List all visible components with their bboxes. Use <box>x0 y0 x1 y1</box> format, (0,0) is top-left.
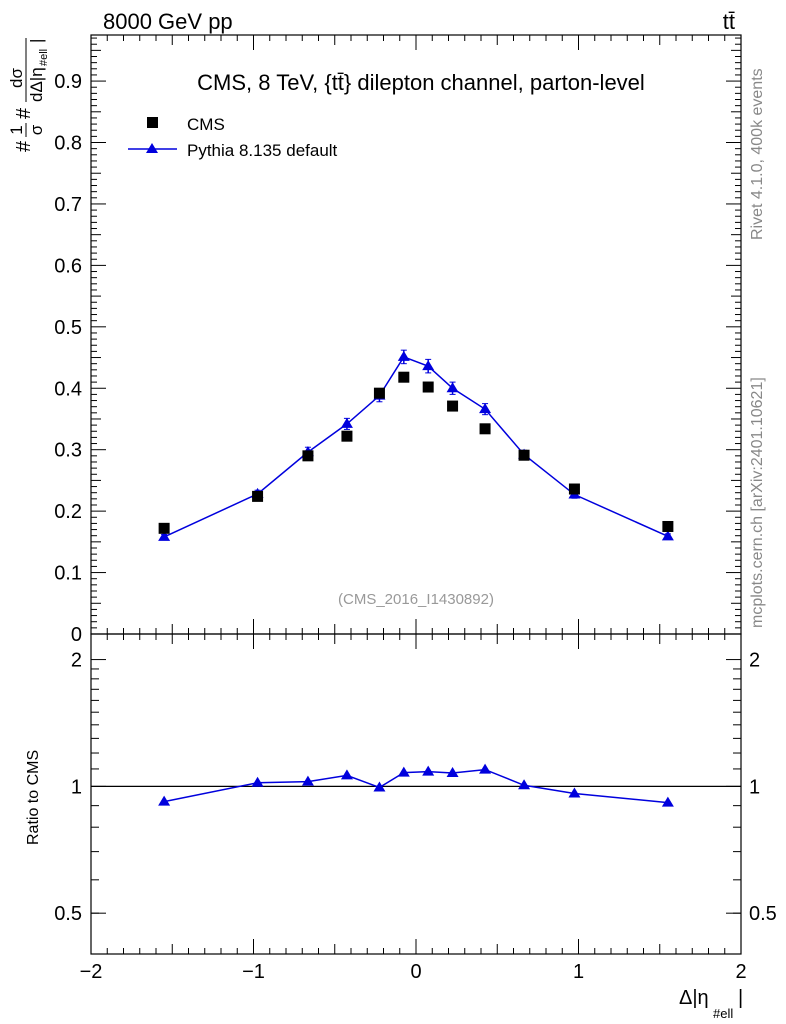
process-label: tt̄ <box>723 9 735 34</box>
ratio-data-layer <box>158 763 674 807</box>
pythia-point <box>158 530 171 541</box>
cms-point <box>662 520 674 532</box>
pythia-point <box>479 403 492 414</box>
x-label-main: Δ|η <box>679 987 709 1009</box>
ratio-y-tick-labels: 0.5 0.5 1 1 2 2 <box>54 650 777 926</box>
y-label-close: | <box>27 39 46 43</box>
cms-point <box>252 490 264 502</box>
y-tick-label: 0.9 <box>54 71 82 93</box>
x-tick-labels: −2 −1 0 1 2 <box>80 961 747 983</box>
cms-point <box>302 450 314 462</box>
ratio-point <box>518 779 531 790</box>
ratio-y-axis-label: Ratio to CMS <box>25 750 42 845</box>
ratio-point <box>446 766 459 777</box>
x-tick-label: 0 <box>410 961 421 983</box>
y-tick-label: 0.6 <box>54 255 82 277</box>
x-label-sub: #ell <box>713 1006 733 1021</box>
pythia-line <box>163 356 669 538</box>
ratio-y-tick-label: 0.5 <box>54 903 82 925</box>
pythia-point <box>340 417 353 428</box>
x-label-close: | <box>738 987 743 1009</box>
y-label-mid: # <box>13 107 35 119</box>
ratio-plot-frame <box>90 633 742 955</box>
ratio-axis-ticks <box>90 634 742 955</box>
y-label-one: 1 <box>7 125 26 134</box>
cms-point <box>568 483 580 495</box>
ratio-point <box>568 787 581 798</box>
y-tick-label: 0.8 <box>54 133 82 155</box>
y-tick-label: 0.3 <box>54 440 82 462</box>
cms-point <box>373 387 385 399</box>
pythia-point <box>422 360 435 371</box>
rivet-version-label: Rivet 4.1.0, 400k events <box>749 68 766 240</box>
main-y-tick-labels: 0 0.1 0.2 0.3 0.4 0.5 0.6 0.7 0.8 0.9 <box>54 71 82 646</box>
analysis-id-watermark: (CMS_2016_I1430892) <box>338 591 494 608</box>
cms-point <box>398 371 410 383</box>
legend-pythia-label: Pythia 8.135 default <box>187 141 338 160</box>
pythia-point <box>661 530 674 541</box>
ratio-y-tick-label-right: 0.5 <box>749 903 777 925</box>
pythia-point <box>446 382 459 393</box>
y-label-prefix: # <box>13 140 35 152</box>
x-tick-label: −2 <box>80 961 103 983</box>
cms-point <box>341 430 353 442</box>
y-tick-label: 0.1 <box>54 563 82 585</box>
main-axis-ticks <box>90 35 742 635</box>
pythia-point <box>397 350 410 361</box>
legend-cms-marker <box>147 117 158 128</box>
ratio-point <box>373 781 386 792</box>
ratio-point <box>661 796 674 807</box>
ratio-point <box>158 795 171 806</box>
main-y-axis-label: # 1 σ # dσ dΔ|η #ell | <box>7 38 50 152</box>
cms-point <box>422 381 434 393</box>
y-label-sub: #ell <box>38 49 50 66</box>
y-label-sigma: σ <box>27 124 46 135</box>
ratio-line <box>163 768 668 804</box>
ratio-y-tick-label-right: 2 <box>749 650 760 672</box>
ratio-y-tick-label-right: 1 <box>749 776 760 798</box>
x-tick-label: 2 <box>735 961 746 983</box>
legend: CMS Pythia 8.135 default <box>128 115 338 160</box>
ratio-point <box>479 763 492 774</box>
cms-point <box>158 522 170 534</box>
y-tick-label: 0.4 <box>54 378 82 400</box>
y-label-dsigma: dσ <box>7 68 26 88</box>
y-label-deta: dΔ|η <box>27 67 46 102</box>
mcplots-reference-label: mcplots.cern.ch [arXiv:2401.10621] <box>749 377 766 628</box>
x-axis-label: Δ|η #ell | <box>679 987 743 1021</box>
cms-point <box>518 449 530 461</box>
y-tick-label: 0.2 <box>54 501 82 523</box>
ratio-y-tick-label: 1 <box>71 776 82 798</box>
legend-cms-label: CMS <box>187 115 225 134</box>
ratio-point <box>422 765 435 776</box>
cms-point <box>447 400 459 412</box>
energy-label: 8000 GeV pp <box>103 9 233 34</box>
main-data-layer <box>158 349 674 541</box>
ratio-point <box>340 769 353 780</box>
legend-pythia-marker <box>146 143 158 153</box>
y-tick-label: 0.5 <box>54 317 82 339</box>
plot-title: CMS, 8 TeV, {tt̄} dilepton channel, part… <box>197 70 645 95</box>
x-tick-label: 1 <box>573 961 584 983</box>
ratio-point <box>397 766 410 777</box>
ratio-y-tick-label: 2 <box>71 650 82 672</box>
x-tick-label: −1 <box>242 961 265 983</box>
y-tick-label: 0 <box>71 624 82 646</box>
ratio-point <box>251 776 264 787</box>
y-tick-label: 0.7 <box>54 194 82 216</box>
ratio-point <box>301 775 314 786</box>
cms-point <box>479 423 491 435</box>
